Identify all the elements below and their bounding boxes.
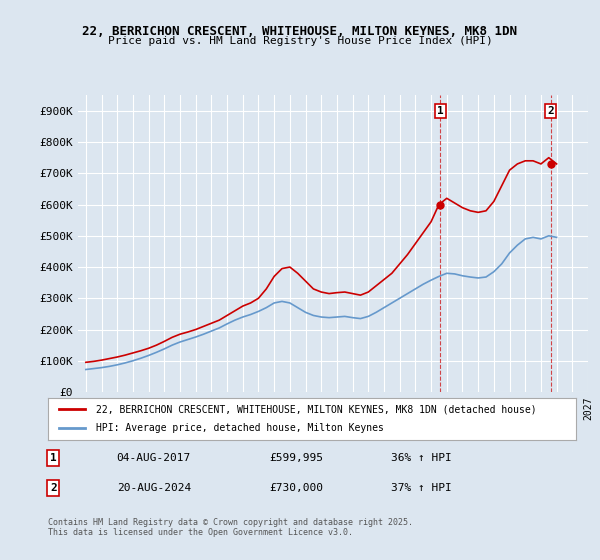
Text: Contains HM Land Registry data © Crown copyright and database right 2025.
This d: Contains HM Land Registry data © Crown c… (48, 518, 413, 538)
Text: 37% ↑ HPI: 37% ↑ HPI (391, 483, 452, 493)
Text: 1: 1 (437, 106, 443, 116)
Text: £730,000: £730,000 (270, 483, 324, 493)
Text: 36% ↑ HPI: 36% ↑ HPI (391, 453, 452, 463)
Text: 2: 2 (547, 106, 554, 116)
Text: 20-AUG-2024: 20-AUG-2024 (116, 483, 191, 493)
Text: £599,995: £599,995 (270, 453, 324, 463)
Text: 22, BERRICHON CRESCENT, WHITEHOUSE, MILTON KEYNES, MK8 1DN (detached house): 22, BERRICHON CRESCENT, WHITEHOUSE, MILT… (95, 404, 536, 414)
Text: 04-AUG-2017: 04-AUG-2017 (116, 453, 191, 463)
Text: 2: 2 (50, 483, 56, 493)
Text: Price paid vs. HM Land Registry's House Price Index (HPI): Price paid vs. HM Land Registry's House … (107, 36, 493, 46)
Text: 1: 1 (50, 453, 56, 463)
Text: 22, BERRICHON CRESCENT, WHITEHOUSE, MILTON KEYNES, MK8 1DN: 22, BERRICHON CRESCENT, WHITEHOUSE, MILT… (83, 25, 517, 38)
Text: HPI: Average price, detached house, Milton Keynes: HPI: Average price, detached house, Milt… (95, 423, 383, 433)
